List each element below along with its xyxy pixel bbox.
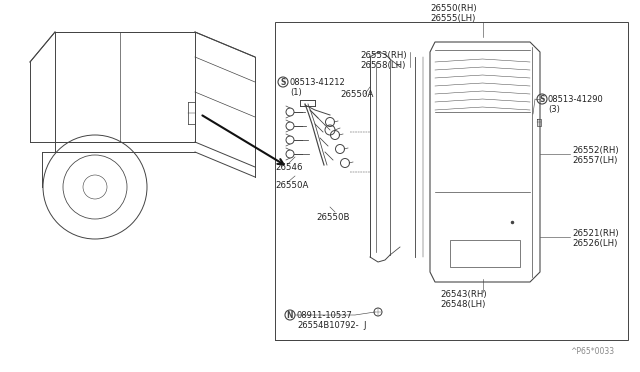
- Text: 26550(RH): 26550(RH): [430, 3, 477, 13]
- Text: 26550B: 26550B: [316, 212, 349, 221]
- Text: 08911-10537: 08911-10537: [297, 311, 353, 320]
- Text: 26550A: 26550A: [275, 180, 308, 189]
- Text: J: J: [363, 321, 365, 330]
- Text: 26557(LH): 26557(LH): [572, 155, 618, 164]
- Text: 26521(RH): 26521(RH): [572, 228, 619, 237]
- Text: 26548(LH): 26548(LH): [440, 299, 485, 308]
- Text: S: S: [280, 77, 285, 87]
- Text: 26553(RH): 26553(RH): [360, 51, 406, 60]
- Text: 26546: 26546: [275, 163, 303, 171]
- Text: (3): (3): [548, 105, 560, 113]
- Text: ^P65*0033: ^P65*0033: [570, 347, 614, 356]
- Text: (1): (1): [290, 87, 301, 96]
- Text: N: N: [287, 311, 293, 320]
- Text: 26555(LH): 26555(LH): [430, 13, 476, 22]
- Text: 08513-41212: 08513-41212: [290, 77, 346, 87]
- Text: 26554B10792-: 26554B10792-: [297, 321, 358, 330]
- Text: 26543(RH): 26543(RH): [440, 289, 486, 298]
- Text: 26550A: 26550A: [340, 90, 373, 99]
- Text: S: S: [540, 94, 545, 103]
- Text: 26526(LH): 26526(LH): [572, 238, 618, 247]
- Text: 08513-41290: 08513-41290: [548, 94, 604, 103]
- Text: 26552(RH): 26552(RH): [572, 145, 619, 154]
- Text: 26558(LH): 26558(LH): [360, 61, 405, 70]
